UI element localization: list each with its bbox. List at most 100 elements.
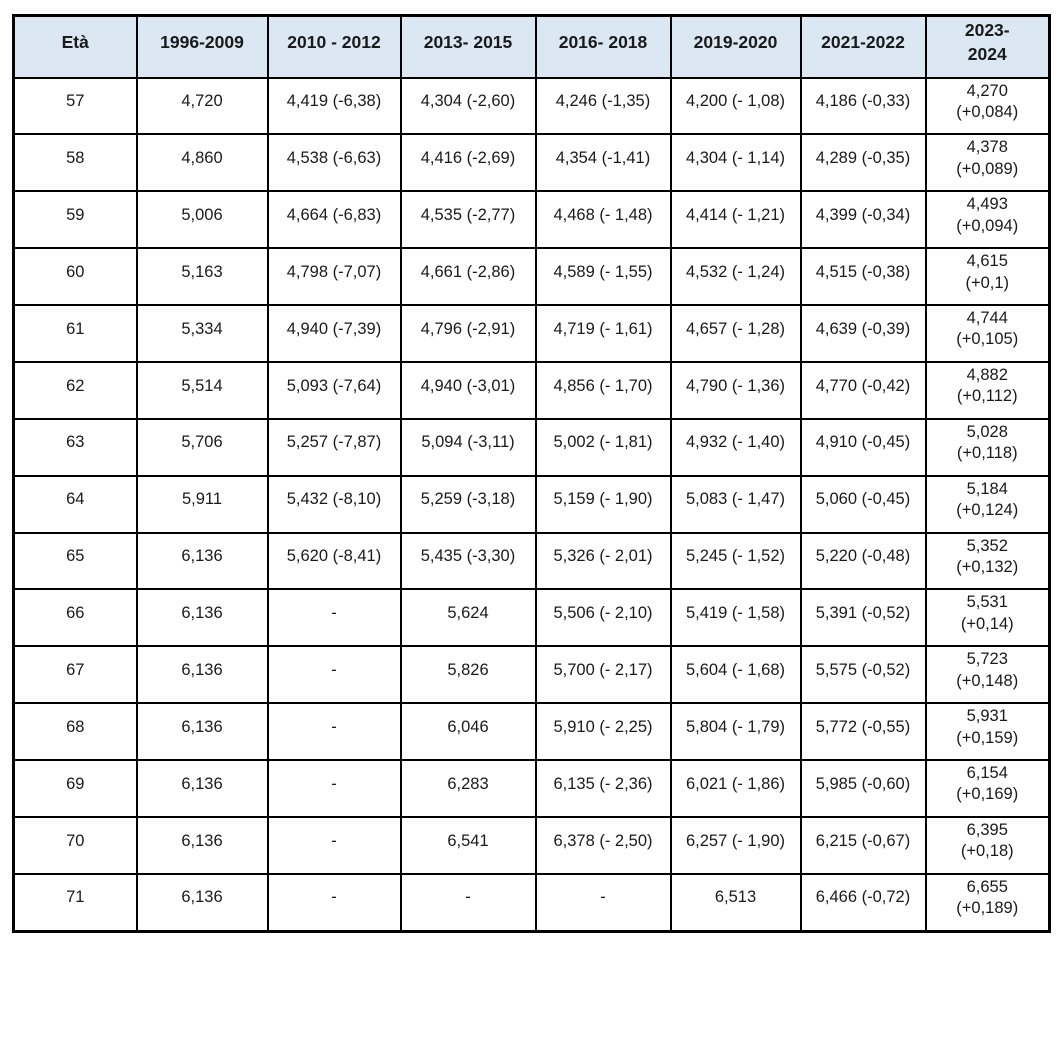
value-cell: - [266,815,402,875]
header-row: Età 1996-2009 2010 - 2012 2013- 2015 201… [12,14,1051,79]
value-cell: 4,493 (+0,094) [924,190,1051,250]
value-cell: 6,154 (+0,169) [924,759,1051,818]
age-cell: 70 [12,815,138,875]
value-cell: 5,506 (- 2,10) [534,588,672,648]
value-cell: 5,723 (+0,148) [924,645,1051,705]
value-cell: 4,796 (-2,91) [399,304,537,363]
value-cell: 5,419 (- 1,58) [669,588,802,648]
value-cell: 4,798 (-7,07) [266,247,402,306]
table-row: 62 5,514 5,093 (-7,64) 4,940 (-3,01) 4,8… [12,360,1051,420]
value-cell: 4,378 (+0,089) [924,133,1051,193]
value-cell: 5,257 (-7,87) [266,417,402,477]
value-cell: 4,304 (- 1,14) [669,133,802,193]
value-cell: 4,770 (-0,42) [799,360,927,420]
column-header-age: Età [12,14,138,79]
value-cell: 6,136 [135,872,269,933]
value-cell: 5,700 (- 2,17) [534,645,672,705]
value-cell: 4,515 (-0,38) [799,247,927,306]
value-cell: 4,419 (-6,38) [266,76,402,136]
value-cell: - [266,872,402,933]
value-cell: 4,354 (-1,41) [534,133,672,193]
value-cell: 5,220 (-0,48) [799,531,927,591]
value-cell: 5,435 (-3,30) [399,531,537,591]
value-cell: 4,790 (- 1,36) [669,360,802,420]
value-cell: 5,184 (+0,124) [924,474,1051,534]
age-cell: 68 [12,702,138,761]
value-cell: 5,002 (- 1,81) [534,417,672,477]
value-cell: 5,159 (- 1,90) [534,474,672,534]
column-header-period: 2023- 2024 [924,14,1051,79]
age-cell: 66 [12,588,138,648]
value-cell: - [534,872,672,933]
value-cell: 4,661 (-2,86) [399,247,537,306]
value-cell: 5,334 [135,304,269,363]
value-cell: 4,744 (+0,105) [924,304,1051,363]
value-cell: 4,664 (-6,83) [266,190,402,250]
value-cell: 5,910 (- 2,25) [534,702,672,761]
value-cell: 5,094 (-3,11) [399,417,537,477]
value-cell: 4,639 (-0,39) [799,304,927,363]
value-cell: 5,083 (- 1,47) [669,474,802,534]
value-cell: - [266,645,402,705]
value-cell: 5,060 (-0,45) [799,474,927,534]
value-cell: 4,615 (+0,1) [924,247,1051,306]
value-cell: 5,259 (-3,18) [399,474,537,534]
value-cell: - [266,702,402,761]
value-cell: 6,541 [399,815,537,875]
table-row: 64 5,911 5,432 (-8,10) 5,259 (-3,18) 5,1… [12,474,1051,534]
value-cell: 5,245 (- 1,52) [669,531,802,591]
value-cell: 4,414 (- 1,21) [669,190,802,250]
table-row: 71 6,136 - - - 6,513 6,466 (-0,72) 6,655… [12,872,1051,933]
value-cell: 5,931 (+0,159) [924,702,1051,761]
age-cell: 58 [12,133,138,193]
column-header-period: 1996-2009 [135,14,269,79]
table-body: 57 4,720 4,419 (-6,38) 4,304 (-2,60) 4,2… [12,76,1051,933]
value-cell: - [266,588,402,648]
value-cell: 6,395 (+0,18) [924,815,1051,875]
age-cell: 60 [12,247,138,306]
value-cell: 4,940 (-3,01) [399,360,537,420]
age-cell: 57 [12,76,138,136]
value-cell: 5,620 (-8,41) [266,531,402,591]
value-cell: 6,136 [135,702,269,761]
table-row: 58 4,860 4,538 (-6,63) 4,416 (-2,69) 4,3… [12,133,1051,193]
value-cell: 5,391 (-0,52) [799,588,927,648]
value-cell: 4,186 (-0,33) [799,76,927,136]
value-cell: 4,270 (+0,084) [924,76,1051,136]
value-cell: 4,856 (- 1,70) [534,360,672,420]
age-cell: 65 [12,531,138,591]
table-row: 61 5,334 4,940 (-7,39) 4,796 (-2,91) 4,7… [12,304,1051,363]
value-cell: 4,860 [135,133,269,193]
age-cell: 69 [12,759,138,818]
value-cell: 4,720 [135,76,269,136]
age-cell: 71 [12,872,138,933]
value-cell: 4,910 (-0,45) [799,417,927,477]
value-cell: 5,575 (-0,52) [799,645,927,705]
table-row: 59 5,006 4,664 (-6,83) 4,535 (-2,77) 4,4… [12,190,1051,250]
age-cell: 64 [12,474,138,534]
value-cell: 5,432 (-8,10) [266,474,402,534]
value-cell: 6,378 (- 2,50) [534,815,672,875]
column-header-period: 2019-2020 [669,14,802,79]
table-row: 66 6,136 - 5,624 5,506 (- 2,10) 5,419 (-… [12,588,1051,648]
value-cell: 6,136 [135,815,269,875]
value-cell: - [399,872,537,933]
value-cell: 6,283 [399,759,537,818]
value-cell: 5,706 [135,417,269,477]
value-cell: 4,538 (-6,63) [266,133,402,193]
value-cell: 6,655 (+0,189) [924,872,1051,933]
value-cell: 4,304 (-2,60) [399,76,537,136]
value-cell: 5,826 [399,645,537,705]
age-cell: 63 [12,417,138,477]
value-cell: 4,468 (- 1,48) [534,190,672,250]
value-cell: 6,257 (- 1,90) [669,815,802,875]
value-cell: - [266,759,402,818]
value-cell: 5,093 (-7,64) [266,360,402,420]
value-cell: 5,028 (+0,118) [924,417,1051,477]
age-cell: 62 [12,360,138,420]
value-cell: 4,289 (-0,35) [799,133,927,193]
value-cell: 5,514 [135,360,269,420]
value-cell: 4,532 (- 1,24) [669,247,802,306]
value-cell: 6,136 [135,645,269,705]
